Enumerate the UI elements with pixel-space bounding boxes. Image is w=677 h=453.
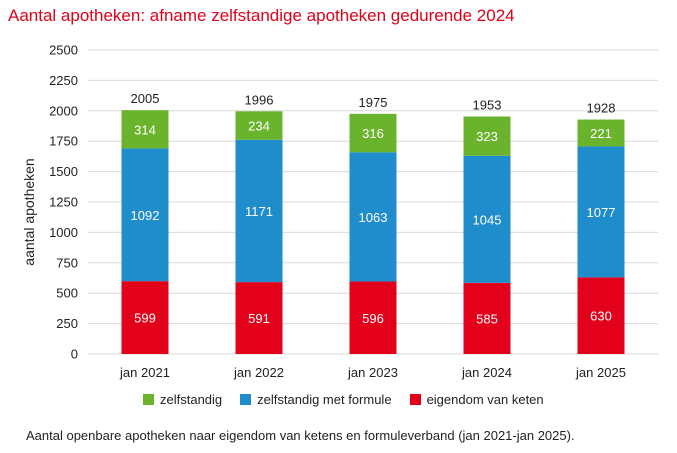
legend-item-zelfstandig: zelfstandig — [143, 392, 222, 407]
data-label-zelfstandig-met-formule: 1077 — [587, 205, 616, 220]
data-label-zelfstandig: 314 — [134, 122, 156, 137]
legend-item-zelfstandig-met-formule: zelfstandig met formule — [240, 392, 392, 407]
chart-caption: Aantal openbare apotheken naar eigendom … — [26, 428, 575, 443]
bar-zelfstandig-met-formule — [121, 148, 169, 282]
data-label-eigendom-van-keten: 596 — [362, 311, 384, 326]
data-label-zelfstandig: 323 — [476, 129, 498, 144]
x-tick-label: jan 2025 — [575, 365, 626, 380]
legend-swatch-eigendom-van-keten — [409, 394, 421, 405]
x-tick-label: jan 2021 — [119, 365, 170, 380]
chart-legend: zelfstandig zelfstandig met formule eige… — [143, 392, 544, 407]
bar-eigendom-van-keten — [349, 281, 397, 354]
legend-item-eigendom-van-keten: eigendom van keten — [409, 392, 544, 407]
data-label-zelfstandig: 234 — [248, 119, 270, 134]
total-label: 1996 — [245, 92, 274, 107]
data-label-zelfstandig-met-formule: 1045 — [473, 212, 502, 227]
y-tick-label: 750 — [56, 255, 78, 270]
y-tick-label: 250 — [56, 316, 78, 331]
y-tick-label: 2500 — [49, 43, 78, 58]
y-tick-label: 2000 — [49, 103, 78, 118]
bar-zelfstandig — [121, 110, 169, 149]
bar-zelfstandig — [577, 119, 625, 147]
y-tick-label: 1250 — [49, 195, 78, 210]
total-label: 1975 — [359, 95, 388, 110]
data-label-zelfstandig: 316 — [362, 126, 384, 141]
x-tick-label: jan 2024 — [461, 365, 512, 380]
y-axis-label: aantal apotheken — [21, 158, 37, 265]
y-tick-label: 500 — [56, 286, 78, 301]
legend-label-zelfstandig-met-formule: zelfstandig met formule — [257, 392, 392, 407]
bar-zelfstandig — [463, 116, 511, 156]
data-label-zelfstandig-met-formule: 1092 — [131, 208, 160, 223]
bar-zelfstandig-met-formule — [577, 146, 625, 278]
y-tick-label: 1500 — [49, 164, 78, 179]
total-label: 2005 — [131, 91, 160, 106]
y-tick-label: 1750 — [49, 134, 78, 149]
data-label-eigendom-van-keten: 599 — [134, 311, 156, 326]
y-tick-label: 1000 — [49, 225, 78, 240]
data-label-zelfstandig-met-formule: 1063 — [359, 210, 388, 225]
bar-zelfstandig-met-formule — [349, 152, 397, 282]
total-label: 1928 — [587, 101, 616, 116]
x-tick-label: jan 2022 — [233, 365, 284, 380]
bar-eigendom-van-keten — [463, 282, 511, 354]
bar-zelfstandig-met-formule — [463, 155, 511, 283]
data-label-eigendom-van-keten: 585 — [476, 311, 498, 326]
bar-zelfstandig — [349, 113, 397, 153]
data-label-eigendom-van-keten: 591 — [248, 311, 270, 326]
legend-label-eigendom-van-keten: eigendom van keten — [426, 392, 544, 407]
bar-eigendom-van-keten — [121, 281, 169, 354]
y-tick-label: 2250 — [49, 73, 78, 88]
bar-zelfstandig-met-formule — [235, 139, 283, 283]
legend-label-zelfstandig: zelfstandig — [160, 392, 223, 407]
bar-eigendom-van-keten — [577, 277, 625, 354]
data-label-eigendom-van-keten: 630 — [590, 309, 612, 324]
legend-swatch-zelfstandig-met-formule — [240, 394, 252, 405]
x-tick-label: jan 2023 — [347, 365, 398, 380]
data-label-zelfstandig: 221 — [590, 126, 612, 141]
legend-swatch-zelfstandig — [143, 394, 154, 405]
total-label: 1953 — [473, 98, 502, 113]
bar-eigendom-van-keten — [235, 282, 283, 354]
bar-zelfstandig — [235, 111, 283, 140]
chart-title: Aantal apotheken: afname zelfstandige ap… — [8, 6, 515, 25]
data-label-zelfstandig-met-formule: 1171 — [245, 204, 273, 219]
y-tick-label: 0 — [71, 347, 78, 362]
